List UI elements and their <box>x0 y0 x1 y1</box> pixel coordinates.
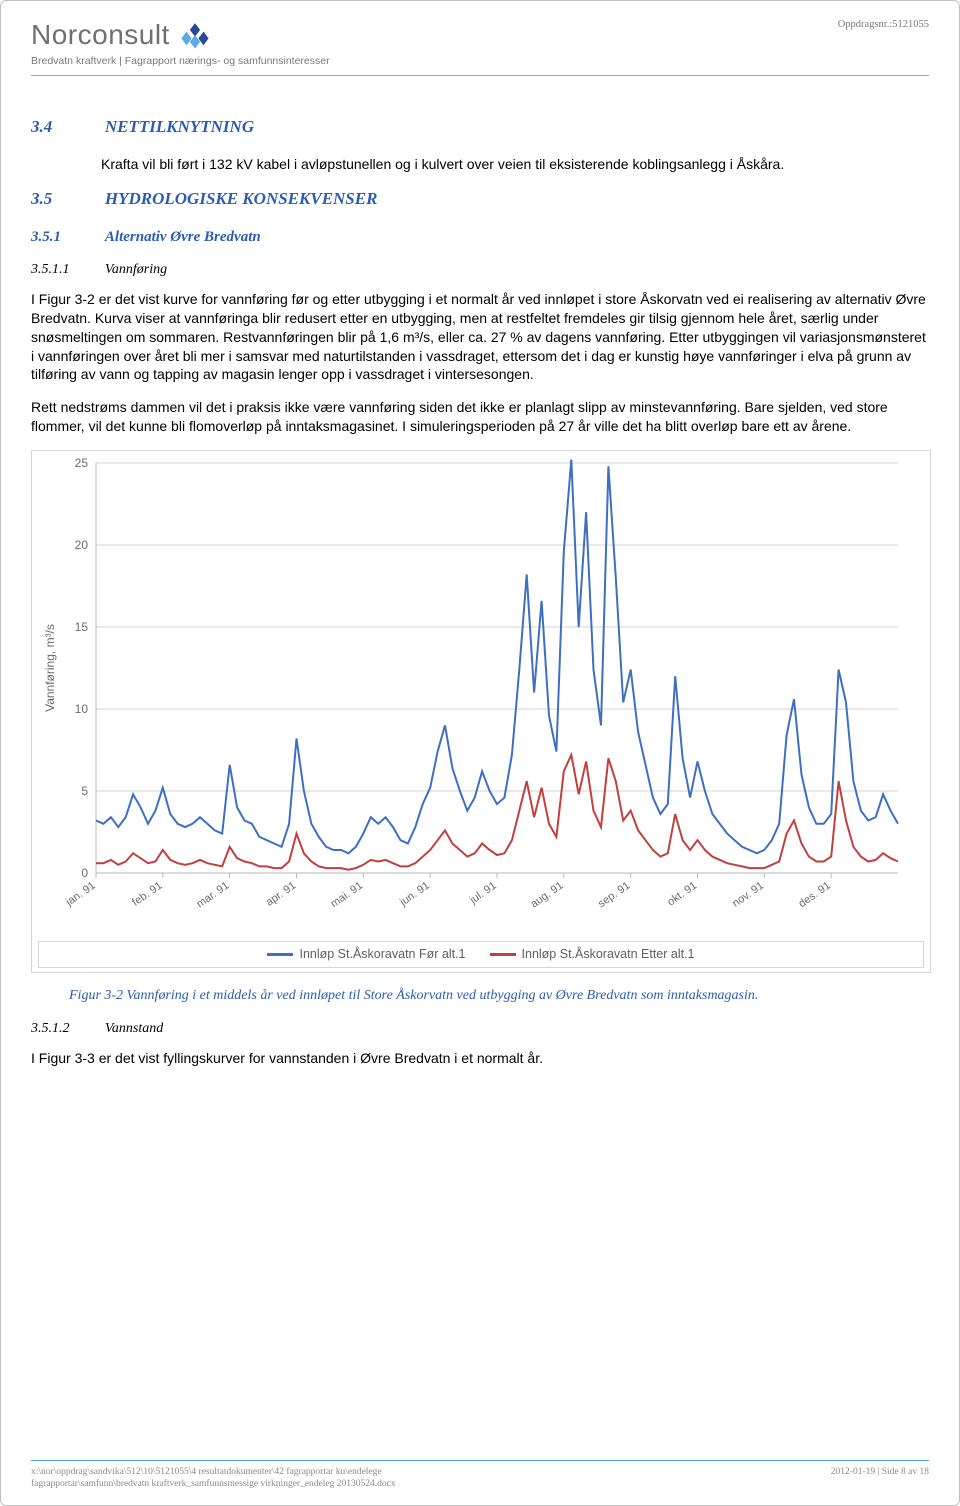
assignment-number: Oppdragsnr.:5121055 <box>838 19 929 30</box>
svg-text:aug. 91: aug. 91 <box>529 880 566 911</box>
norconsult-logo-icon <box>178 21 212 49</box>
svg-text:mar. 91: mar. 91 <box>194 880 231 911</box>
figure-caption: Figur 3-2 Vannføring i et middels år ved… <box>69 987 889 1006</box>
footer-path-1: x:\nor\oppdrag\sandvika\512\10\5121055\4… <box>31 1467 396 1479</box>
svg-text:0: 0 <box>81 866 88 880</box>
svg-text:nov. 91: nov. 91 <box>730 880 766 910</box>
legend-series-1: Innløp St.Åskoravatn Før alt.1 <box>267 946 465 963</box>
section-3-5-1-1-heading: 3.5.1.1 Vannføring <box>31 259 929 280</box>
svg-text:jul. 91: jul. 91 <box>467 880 499 907</box>
figure-3-2: 0 5 10 15 20 25 Vannføring, m³/s jan. 91 feb. 91… <box>31 450 931 1006</box>
subsection-title: Alternativ Øvre Bredvatn <box>105 229 261 245</box>
svg-text:okt. 91: okt. 91 <box>665 880 699 909</box>
footer-path-2: fagrapportar\samfunn\bredvatn kraftverk_… <box>31 1479 396 1491</box>
document-subtitle: Bredvatn kraftverk | Fagrapport nærings-… <box>31 55 330 67</box>
section-3-4-paragraph: Krafta vil bli ført i 132 kV kabel i avl… <box>101 155 929 174</box>
section-3-5-1-2-heading: 3.5.1.2 Vannstand <box>31 1018 929 1039</box>
legend-series-2: Innløp St.Åskoravatn Etter alt.1 <box>490 946 695 963</box>
section-title: HYDROLOGISKE KONSEKVENSER <box>105 189 378 208</box>
section-3-5-1-heading: 3.5.1 Alternativ Øvre Bredvatn <box>31 227 929 247</box>
section-3-5-1-1-paragraph-2: Rett nedstrøms dammen vil det i praksis … <box>31 398 929 436</box>
main-content: 3.4 NETTILKNYTNING Krafta vil bli ført i… <box>31 116 929 1068</box>
subsection-number: 3.5.1 <box>31 227 101 247</box>
section-3-5-1-1-paragraph-1: I Figur 3-2 er det vist kurve for vannfø… <box>31 290 929 384</box>
svg-text:feb. 91: feb. 91 <box>130 880 164 909</box>
svg-text:mai. 91: mai. 91 <box>329 880 365 911</box>
legend-label: Innløp St.Åskoravatn Før alt.1 <box>299 946 465 963</box>
svg-text:jun. 91: jun. 91 <box>397 880 432 909</box>
page-footer: x:\nor\oppdrag\sandvika\512\10\5121055\4… <box>31 1460 929 1491</box>
svg-text:Vannføring, m³/s: Vannføring, m³/s <box>43 624 57 712</box>
section-3-5-heading: 3.5 HYDROLOGISKE KONSEKVENSER <box>31 188 929 211</box>
svg-text:jan. 91: jan. 91 <box>63 880 98 909</box>
svg-text:25: 25 <box>75 456 89 470</box>
svg-text:des. 91: des. 91 <box>796 880 832 911</box>
chart-legend: Innløp St.Åskoravatn Før alt.1 Innløp St… <box>38 941 924 968</box>
subsubsection-number: 3.5.1.2 <box>31 1020 101 1039</box>
legend-swatch <box>490 953 516 956</box>
footer-page-info: 2012-01-19 | Side 8 av 18 <box>831 1467 929 1491</box>
svg-text:5: 5 <box>81 784 88 798</box>
svg-text:sep. 91: sep. 91 <box>596 880 632 911</box>
section-3-5-1-2-paragraph: I Figur 3-3 er det vist fyllingskurver f… <box>31 1049 929 1068</box>
logo-block: Norconsult Bredvatn kraftverk | Fagrappo… <box>31 19 330 67</box>
company-name: Norconsult <box>31 19 170 51</box>
subsubsection-title: Vannføring <box>105 262 167 277</box>
svg-text:20: 20 <box>75 538 89 552</box>
legend-label: Innløp St.Åskoravatn Etter alt.1 <box>522 946 695 963</box>
section-number: 3.5 <box>31 188 101 211</box>
svg-text:15: 15 <box>75 620 89 634</box>
subsubsection-title: Vannstand <box>105 1021 163 1036</box>
page-header: Norconsult Bredvatn kraftverk | Fagrappo… <box>31 19 929 76</box>
section-number: 3.4 <box>31 116 101 139</box>
subsubsection-number: 3.5.1.1 <box>31 261 101 280</box>
svg-text:apr. 91: apr. 91 <box>264 880 298 909</box>
svg-text:10: 10 <box>75 702 89 716</box>
section-3-4-heading: 3.4 NETTILKNYTNING <box>31 116 929 139</box>
vannforing-line-chart: 0 5 10 15 20 25 Vannføring, m³/s jan. 91 feb. 91… <box>38 455 908 935</box>
section-title: NETTILKNYTNING <box>105 117 254 136</box>
legend-swatch <box>267 953 293 956</box>
